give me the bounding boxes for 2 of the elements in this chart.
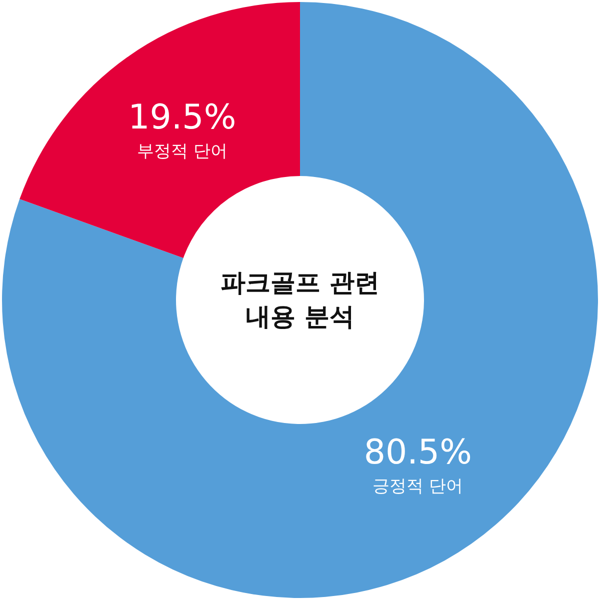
title: 내용 분석 bbox=[246, 302, 354, 331]
title: 파크골프 관련 bbox=[220, 268, 380, 297]
